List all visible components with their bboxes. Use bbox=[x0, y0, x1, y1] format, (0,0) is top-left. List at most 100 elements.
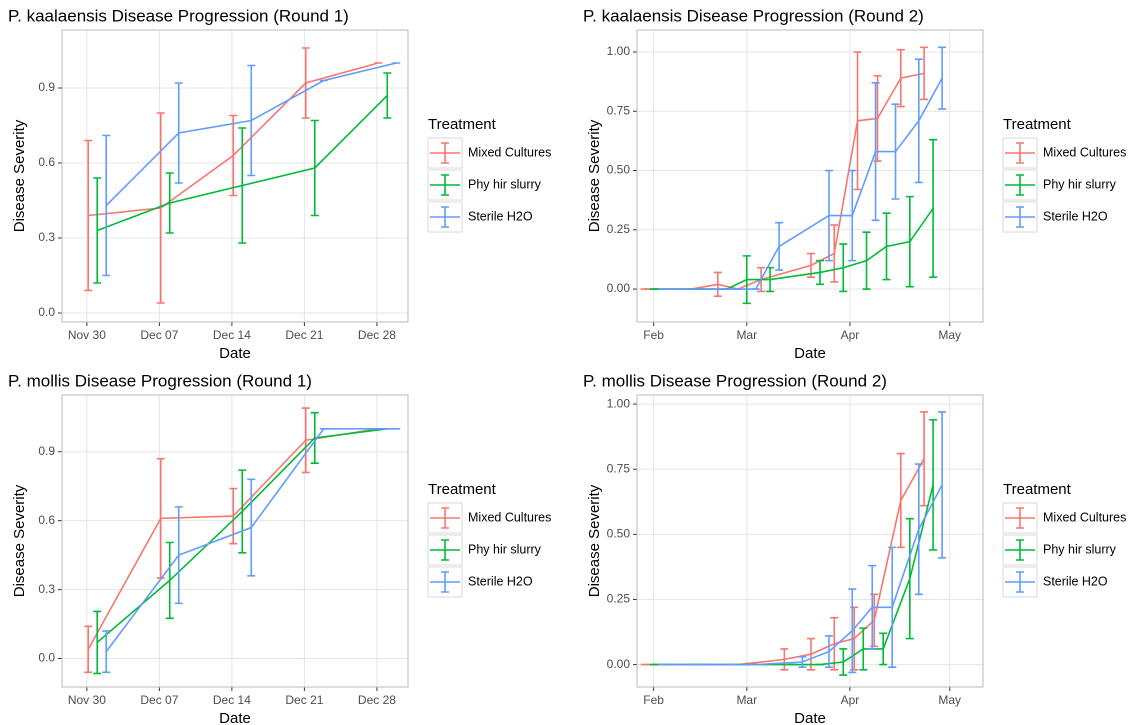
error-bar bbox=[929, 418, 938, 551]
error-bar bbox=[871, 82, 880, 222]
plot-panel bbox=[637, 395, 983, 687]
error-bar bbox=[830, 224, 839, 283]
plot-panel bbox=[637, 30, 983, 322]
y-tick-label: 0.50 bbox=[607, 527, 631, 541]
y-tick-label: 0.6 bbox=[38, 155, 55, 169]
error-bar bbox=[839, 243, 848, 293]
y-tick-label: 0.0 bbox=[38, 305, 55, 319]
error-bar bbox=[859, 627, 868, 671]
x-tick-label: Dec 21 bbox=[285, 693, 323, 707]
x-axis-label: Date bbox=[219, 345, 251, 362]
error-bar bbox=[301, 47, 310, 119]
legend-label: Sterile H2O bbox=[468, 209, 533, 223]
error-bar bbox=[742, 255, 751, 305]
error-bar bbox=[920, 411, 929, 507]
legend-label: Mixed Cultures bbox=[468, 145, 551, 159]
legend-label: Phy hir slurry bbox=[1043, 542, 1117, 556]
y-tick-label: 0.0 bbox=[38, 651, 55, 665]
error-bar bbox=[891, 103, 900, 200]
series-line bbox=[662, 484, 943, 666]
legend-key-mark bbox=[1005, 142, 1035, 164]
error-bar bbox=[165, 541, 174, 620]
legend-label: Phy hir slurry bbox=[1043, 177, 1117, 191]
y-tick-label: 0.25 bbox=[607, 222, 631, 236]
error-bar bbox=[310, 119, 319, 217]
error-bar bbox=[920, 46, 929, 101]
error-bar bbox=[888, 546, 897, 669]
x-tick-label: Feb bbox=[643, 328, 664, 342]
error-bar bbox=[383, 72, 392, 119]
chart-title: P. mollis Disease Progression (Round 1) bbox=[8, 371, 312, 390]
legend-label: Sterile H2O bbox=[1043, 574, 1108, 588]
x-tick-label: May bbox=[938, 328, 961, 342]
legend-key-mark bbox=[1005, 539, 1035, 561]
x-axis-label: Date bbox=[794, 710, 826, 725]
legend-label: Sterile H2O bbox=[1043, 209, 1108, 223]
chart: 0.0 0.3 0.6 0.9 Nov 30 Dec 07 Dec 14 Dec 21 Dec … bbox=[8, 371, 551, 725]
error-bar bbox=[905, 517, 914, 640]
error-bar bbox=[174, 82, 183, 184]
y-tick-label: 0.00 bbox=[607, 657, 631, 671]
y-tick-label: 0.9 bbox=[38, 80, 55, 94]
legend-label: Mixed Cultures bbox=[1043, 145, 1126, 159]
error-bar bbox=[301, 407, 310, 474]
error-bar bbox=[938, 411, 947, 559]
error-bar bbox=[882, 212, 891, 281]
y-tick-label: 0.00 bbox=[607, 281, 631, 295]
y-tick-label: 0.50 bbox=[607, 163, 631, 177]
error-bar bbox=[247, 478, 256, 577]
error-bar bbox=[247, 64, 256, 177]
y-tick-label: 0.3 bbox=[38, 582, 55, 596]
y-tick-label: 0.3 bbox=[38, 230, 55, 244]
error-bar bbox=[310, 411, 319, 465]
error-bar bbox=[798, 655, 807, 669]
error-bar bbox=[102, 630, 111, 674]
error-bar bbox=[713, 271, 722, 297]
x-tick-label: Feb bbox=[643, 693, 664, 707]
chart: 0.00 0.25 0.50 0.75 1.00 Feb Mar Apr May Mixed Cu… bbox=[583, 6, 1126, 361]
error-bar bbox=[238, 469, 247, 554]
chart-title: P. mollis Disease Progression (Round 2) bbox=[583, 371, 887, 390]
legend-label: Phy hir slurry bbox=[468, 542, 542, 556]
chart-title: P. kaalaensis Disease Progression (Round… bbox=[583, 6, 924, 25]
x-tick-label: Nov 30 bbox=[68, 693, 106, 707]
error-bar bbox=[174, 506, 183, 605]
y-axis-label: Disease Severity bbox=[11, 484, 28, 597]
legend-label: Sterile H2O bbox=[468, 574, 533, 588]
x-axis-label: Date bbox=[219, 710, 251, 725]
x-tick-label: Dec 14 bbox=[213, 328, 251, 342]
legend-key-mark bbox=[430, 174, 460, 196]
y-tick-label: 0.9 bbox=[38, 444, 55, 458]
x-tick-label: Dec 14 bbox=[213, 693, 251, 707]
x-axis-label: Date bbox=[794, 345, 826, 362]
error-bar bbox=[868, 564, 877, 650]
legend-key-mark bbox=[430, 206, 460, 228]
legend-label: Mixed Cultures bbox=[1043, 510, 1126, 524]
plot-panel bbox=[62, 30, 408, 322]
x-tick-label: Nov 30 bbox=[68, 328, 106, 342]
error-bar bbox=[848, 588, 857, 674]
x-tick-label: Apr bbox=[841, 693, 860, 707]
error-bar bbox=[862, 231, 871, 290]
chart: 0.00 0.25 0.50 0.75 1.00 Feb Mar Apr May Mixed Cu… bbox=[583, 371, 1126, 725]
x-tick-label: May bbox=[938, 693, 961, 707]
plot-border bbox=[636, 29, 984, 323]
error-bar bbox=[830, 616, 839, 671]
error-bar bbox=[938, 46, 947, 110]
x-tick-label: Dec 07 bbox=[140, 328, 178, 342]
error-bar bbox=[905, 195, 914, 288]
error-bar bbox=[84, 139, 93, 292]
error-bar bbox=[102, 134, 111, 277]
x-tick-label: Apr bbox=[841, 328, 860, 342]
legend-label: Phy hir slurry bbox=[468, 177, 542, 191]
x-tick-label: Mar bbox=[736, 693, 757, 707]
legend-label: Mixed Cultures bbox=[468, 510, 551, 524]
legend-title: Treatment bbox=[428, 116, 497, 133]
error-bar bbox=[229, 114, 238, 197]
legend-key-mark bbox=[430, 507, 460, 529]
error-bar bbox=[156, 112, 165, 304]
legend-key-mark bbox=[1005, 507, 1035, 529]
error-bar bbox=[879, 632, 888, 666]
legend-key-mark bbox=[430, 142, 460, 164]
